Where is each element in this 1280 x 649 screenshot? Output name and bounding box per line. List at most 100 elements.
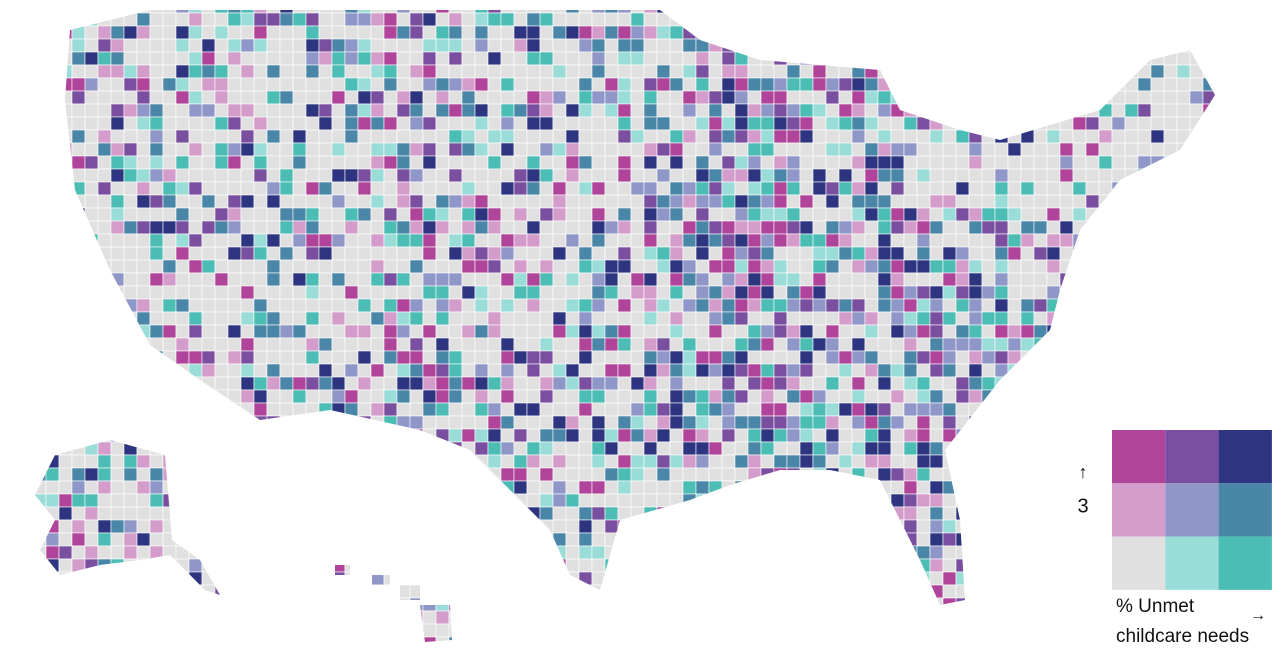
county xyxy=(773,194,788,209)
county xyxy=(20,494,33,507)
county xyxy=(357,181,372,196)
county xyxy=(227,259,242,274)
county xyxy=(45,324,60,339)
county xyxy=(175,324,190,339)
county xyxy=(1072,77,1087,92)
county xyxy=(526,402,541,417)
county xyxy=(682,350,697,365)
county xyxy=(604,636,619,642)
county xyxy=(812,441,827,456)
county xyxy=(513,415,528,430)
county xyxy=(669,51,684,66)
county xyxy=(994,285,1009,300)
county xyxy=(968,207,983,222)
county xyxy=(35,636,47,642)
county xyxy=(305,428,320,443)
county xyxy=(253,90,268,105)
county xyxy=(578,441,593,456)
county xyxy=(305,454,320,469)
county xyxy=(35,207,47,222)
county xyxy=(643,272,658,287)
county xyxy=(1085,441,1100,456)
county xyxy=(136,558,151,573)
county xyxy=(734,207,749,222)
county xyxy=(396,337,411,352)
county xyxy=(812,25,827,40)
county xyxy=(149,285,164,300)
county xyxy=(214,636,229,642)
county xyxy=(617,25,632,40)
county xyxy=(175,597,190,612)
county xyxy=(721,623,736,638)
county xyxy=(1072,428,1087,443)
county xyxy=(1098,272,1113,287)
county xyxy=(1020,597,1035,612)
county xyxy=(1176,168,1191,183)
county xyxy=(1059,337,1074,352)
county xyxy=(1085,636,1100,642)
county xyxy=(747,103,762,118)
county xyxy=(1137,12,1152,27)
county xyxy=(266,207,281,222)
county xyxy=(123,129,138,144)
county xyxy=(136,480,151,495)
county xyxy=(71,493,86,508)
county xyxy=(877,584,892,599)
county xyxy=(149,571,164,586)
county xyxy=(968,441,983,456)
county xyxy=(1189,168,1204,183)
county xyxy=(396,415,411,430)
county xyxy=(1007,584,1022,599)
county xyxy=(370,558,385,573)
county xyxy=(149,467,164,482)
county xyxy=(968,64,983,79)
county xyxy=(448,610,463,625)
county xyxy=(253,597,268,612)
county xyxy=(682,51,697,66)
county xyxy=(1202,25,1215,40)
county xyxy=(838,207,853,222)
county xyxy=(162,610,177,625)
county xyxy=(1059,623,1074,638)
county xyxy=(812,402,827,417)
county xyxy=(721,454,736,469)
county xyxy=(448,51,463,66)
county xyxy=(1229,117,1242,130)
county xyxy=(1072,38,1087,53)
county xyxy=(656,467,671,482)
county xyxy=(1229,143,1242,156)
county xyxy=(474,285,489,300)
county xyxy=(266,519,281,534)
county xyxy=(799,467,814,482)
county xyxy=(708,454,723,469)
county xyxy=(500,311,515,326)
county xyxy=(1020,25,1035,40)
county xyxy=(721,402,736,417)
county xyxy=(812,233,827,248)
county xyxy=(84,363,99,378)
county xyxy=(123,12,138,27)
county xyxy=(35,298,47,313)
county xyxy=(643,168,658,183)
county xyxy=(435,129,450,144)
county xyxy=(136,493,151,508)
county xyxy=(487,454,502,469)
county xyxy=(253,51,268,66)
county xyxy=(838,389,853,404)
county xyxy=(396,480,411,495)
county xyxy=(968,493,983,508)
county xyxy=(656,623,671,638)
county xyxy=(110,532,125,547)
county xyxy=(71,480,86,495)
county xyxy=(331,181,346,196)
county xyxy=(812,376,827,391)
county xyxy=(747,259,762,274)
county xyxy=(474,246,489,261)
county xyxy=(175,311,190,326)
county xyxy=(682,428,697,443)
county xyxy=(344,610,359,625)
county xyxy=(71,519,86,534)
county xyxy=(1033,636,1048,642)
county xyxy=(201,207,216,222)
county xyxy=(643,363,658,378)
